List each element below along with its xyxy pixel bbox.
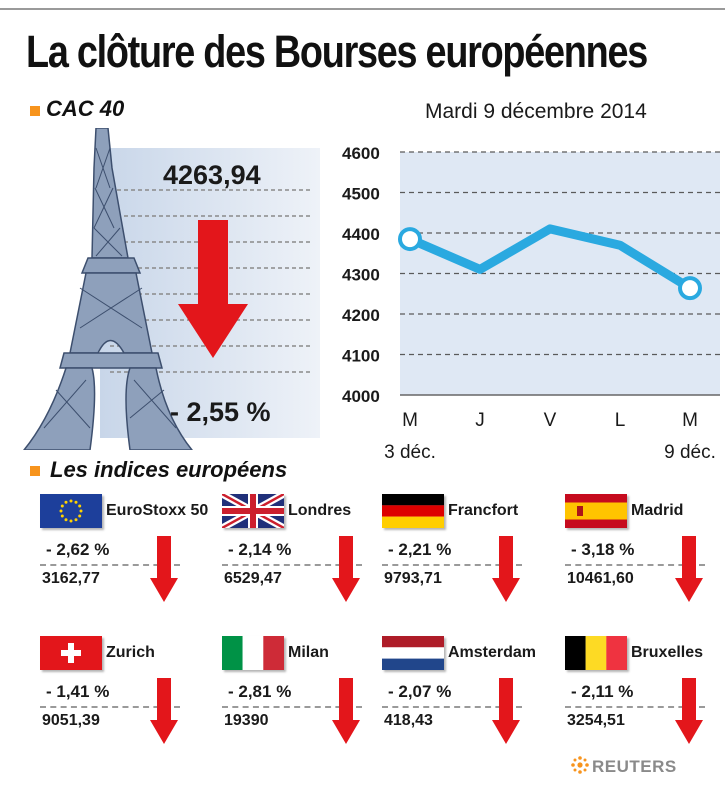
italy-flag-icon [222, 636, 284, 670]
chart-date: Mardi 9 décembre 2014 [425, 100, 647, 123]
index-change: - 2,81 % [228, 682, 292, 701]
index-name: Londres [288, 502, 352, 519]
chart-y-axis: 4600 4500 4400 4300 4200 4100 4000 [342, 144, 380, 406]
index-divider [222, 706, 362, 708]
x-tick-label: M [682, 410, 698, 431]
index-name: Francfort [448, 502, 519, 519]
chart-series-line [405, 224, 695, 293]
chart-x-axis: M J V L M 3 déc. 9 déc. [384, 410, 716, 463]
europe-section-marker [30, 466, 40, 476]
index-change: - 2,62 % [46, 540, 110, 559]
netherlands-flag-icon [382, 636, 444, 670]
index-card-francfort: Francfort - 2,21 % 9793,71 [382, 494, 542, 604]
x-note-end: 9 déc. [664, 442, 716, 463]
index-divider [40, 564, 180, 566]
cac-down-arrow-icon [178, 220, 248, 358]
y-tick-label: 4600 [342, 144, 380, 163]
index-card-londres: Londres - 2,14 % 6529,47 [222, 494, 382, 604]
down-arrow-icon [492, 536, 520, 607]
index-name: Milan [288, 644, 329, 661]
switzerland-flag-icon [40, 636, 102, 670]
y-tick-label: 4200 [342, 306, 380, 325]
down-arrow-icon [150, 536, 178, 607]
index-value: 3254,51 [567, 712, 625, 729]
index-change: - 2,11 % [571, 682, 634, 701]
index-card-zurich: Zurich - 1,41 % 9051,39 [40, 636, 200, 746]
index-name: Bruxelles [631, 644, 704, 661]
index-divider [222, 564, 362, 566]
index-change: - 2,07 % [388, 682, 452, 701]
y-tick-label: 4100 [342, 347, 380, 366]
page-title: La clôture des Bourses européennes [26, 26, 648, 77]
x-note-start: 3 déc. [384, 442, 436, 463]
eiffel-tower-icon [23, 128, 193, 450]
index-value: 6529,47 [224, 570, 282, 587]
belgium-flag-icon [565, 636, 627, 670]
index-card-amsterdam: Amsterdam - 2,07 % 418,43 [382, 636, 542, 746]
index-divider [565, 706, 705, 708]
cac-line-chart: 4600 4500 4400 4300 4200 4100 4000 M J V L M 3 déc.… [342, 144, 720, 463]
cac-section-marker [30, 106, 40, 116]
y-tick-label: 4400 [342, 225, 380, 244]
europe-label: Les indices européens [50, 457, 288, 482]
down-arrow-icon [332, 536, 360, 607]
index-change: - 2,21 % [388, 540, 452, 559]
reuters-credit: REUTERS [592, 757, 677, 776]
index-change: - 1,41 % [46, 682, 110, 701]
eu-flag-icon [40, 494, 102, 528]
index-card-eurostoxx-50: EuroStoxx 50 - 2,62 % 3162,77 [40, 494, 208, 607]
index-card-milan: Milan - 2,81 % 19390 [222, 636, 382, 746]
index-name: EuroStoxx 50 [106, 502, 209, 519]
start-point-marker [398, 227, 422, 252]
x-tick-label: V [544, 410, 557, 431]
index-change: - 3,18 % [571, 540, 635, 559]
y-tick-label: 4000 [342, 387, 380, 406]
x-tick-label: L [615, 410, 626, 431]
down-arrow-icon [332, 678, 360, 749]
index-divider [565, 564, 705, 566]
index-name: Amsterdam [448, 644, 537, 661]
index-card-madrid: Madrid - 3,18 % 10461,60 [565, 494, 725, 604]
y-tick-label: 4500 [342, 185, 380, 204]
index-value: 9793,71 [384, 570, 442, 587]
uk-flag-icon [222, 494, 284, 528]
down-arrow-icon [492, 678, 520, 749]
index-card-bruxelles: Bruxelles - 2,11 % 3254,51 [565, 636, 725, 746]
index-value: 9051,39 [42, 712, 100, 729]
y-tick-label: 4300 [342, 266, 380, 285]
reuters-logo-icon [571, 756, 589, 774]
top-rule [0, 8, 725, 10]
chart-endpoints [398, 227, 702, 301]
index-change: - 2,14 % [228, 540, 292, 559]
index-value: 10461,60 [567, 570, 634, 587]
cac-label: CAC 40 [46, 96, 125, 121]
down-arrow-icon [675, 678, 703, 749]
index-divider [382, 564, 522, 566]
down-arrow-icon [150, 678, 178, 749]
x-tick-label: M [402, 410, 418, 431]
end-point-marker [678, 276, 702, 301]
index-divider [40, 706, 180, 708]
cac-value: 4263,94 [163, 160, 261, 190]
spain-flag-icon [565, 494, 627, 528]
index-divider [382, 706, 522, 708]
cac-change: - 2,55 % [170, 397, 271, 427]
x-tick-label: J [475, 410, 485, 431]
germany-flag-icon [382, 494, 444, 528]
index-name: Zurich [106, 644, 155, 661]
down-arrow-icon [675, 536, 703, 607]
index-name: Madrid [631, 502, 684, 519]
index-value: 19390 [224, 712, 269, 729]
index-value: 3162,77 [42, 570, 100, 587]
index-value: 418,43 [384, 712, 433, 729]
